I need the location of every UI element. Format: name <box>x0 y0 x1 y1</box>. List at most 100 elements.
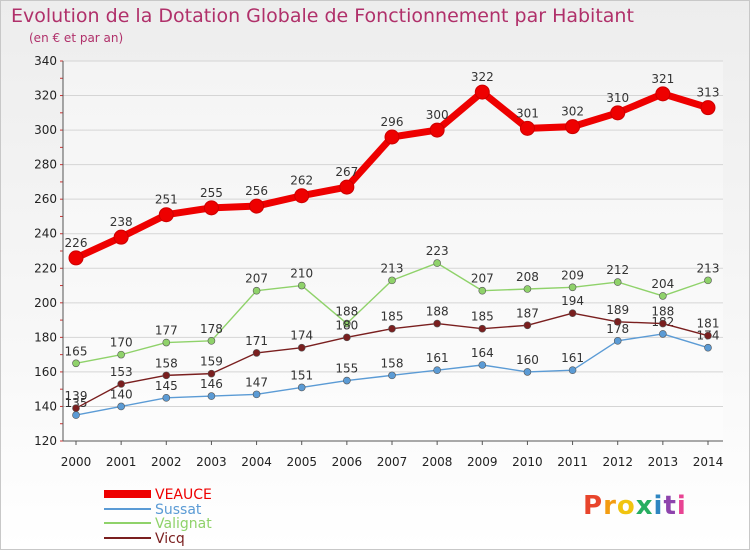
proxiti-logo: Proxiti <box>583 491 687 521</box>
data-label-valignat: 177 <box>155 324 178 338</box>
data-point-sussat <box>72 411 80 419</box>
data-point-sussat <box>568 366 577 374</box>
data-label-veauce: 302 <box>561 105 584 119</box>
data-label-valignat: 208 <box>516 270 539 284</box>
x-tick-label: 2001 <box>106 455 137 469</box>
data-point-sussat <box>388 371 396 380</box>
y-tick-label: 120 <box>34 434 57 448</box>
data-point-vicq <box>343 333 351 342</box>
data-label-veauce: 255 <box>200 186 223 200</box>
data-label-sussat: 160 <box>516 353 539 367</box>
data-point-valignat <box>433 259 441 267</box>
data-point-valignat <box>388 276 396 285</box>
data-label-vicq: 185 <box>381 310 404 324</box>
legend-label-veauce: VEAUCE <box>155 487 212 503</box>
x-tick-label: 2011 <box>557 455 588 469</box>
x-tick-label: 2005 <box>286 455 317 469</box>
logo-letter: o <box>616 491 636 521</box>
logo-letter: t <box>663 491 677 521</box>
x-tick-label: 2003 <box>196 455 227 469</box>
data-label-valignat: 188 <box>335 305 358 319</box>
data-point-valignat <box>478 286 487 295</box>
data-point-valignat <box>343 319 351 328</box>
x-tick-label: 2008 <box>422 455 453 469</box>
y-tick-label: 180 <box>34 330 57 344</box>
data-label-vicq: 187 <box>516 306 539 320</box>
data-point-veauce <box>249 198 265 214</box>
data-point-veauce <box>339 179 355 195</box>
x-tick-label: 2004 <box>241 455 272 469</box>
data-point-sussat <box>478 361 487 369</box>
data-point-valignat <box>568 283 577 292</box>
data-label-valignat: 209 <box>561 268 584 282</box>
data-label-vicq: 180 <box>335 318 358 332</box>
data-point-valignat <box>659 292 667 300</box>
data-label-veauce: 296 <box>381 115 404 129</box>
data-point-veauce <box>655 86 671 102</box>
legend-label-valignat: Valignat <box>155 516 212 532</box>
data-label-vicq: 188 <box>426 305 449 319</box>
data-label-sussat: 161 <box>561 351 584 365</box>
data-point-valignat <box>72 359 80 368</box>
data-point-vicq <box>207 369 216 378</box>
data-label-veauce: 321 <box>651 72 674 86</box>
data-point-sussat <box>117 402 125 411</box>
data-label-sussat: 155 <box>335 362 358 376</box>
logo-letter: P <box>583 491 604 521</box>
data-point-sussat <box>252 390 261 399</box>
data-label-vicq: 153 <box>110 365 133 379</box>
y-tick-label: 200 <box>34 296 57 310</box>
data-label-veauce: 251 <box>155 193 178 207</box>
data-label-valignat: 212 <box>606 263 629 277</box>
chart-subtitle: (en € et par an) <box>29 31 124 45</box>
data-label-vicq: 181 <box>697 317 720 331</box>
data-point-vicq <box>613 318 622 326</box>
data-label-valignat: 213 <box>697 261 720 275</box>
data-label-vicq: 189 <box>606 303 629 317</box>
data-point-sussat <box>659 330 667 338</box>
x-tick-label: 2012 <box>602 455 633 469</box>
x-tick-label: 2009 <box>467 455 498 469</box>
data-label-valignat: 223 <box>426 244 449 258</box>
x-tick-label: 2013 <box>648 455 679 469</box>
data-label-veauce: 267 <box>335 165 358 179</box>
data-point-vicq <box>72 404 80 412</box>
data-point-vicq <box>162 371 171 380</box>
data-label-veauce: 226 <box>65 236 88 250</box>
data-point-vicq <box>704 331 712 340</box>
data-label-valignat: 178 <box>200 322 223 336</box>
y-tick-label: 300 <box>34 123 57 137</box>
data-label-sussat: 151 <box>290 368 313 382</box>
data-label-veauce: 262 <box>290 174 313 188</box>
data-point-veauce <box>610 105 626 121</box>
data-point-vicq <box>478 324 487 333</box>
y-tick-label: 220 <box>34 261 57 275</box>
data-point-valignat <box>523 285 532 293</box>
data-label-valignat: 207 <box>471 272 494 286</box>
data-point-sussat <box>162 394 171 402</box>
chart-title: Evolution de la Dotation Globale de Fonc… <box>11 5 634 27</box>
data-point-valignat <box>162 338 171 347</box>
data-label-valignat: 207 <box>245 272 268 286</box>
data-label-veauce: 256 <box>245 184 268 198</box>
x-tick-label: 2007 <box>377 455 408 469</box>
data-label-sussat: 146 <box>200 377 223 391</box>
data-point-sussat <box>704 343 712 352</box>
data-point-sussat <box>523 368 532 376</box>
x-tick-label: 2014 <box>693 455 724 469</box>
logo-letter: i <box>676 491 687 521</box>
data-point-veauce <box>474 84 490 100</box>
data-label-veauce: 322 <box>471 70 494 84</box>
x-tick-label: 2010 <box>512 455 543 469</box>
logo-letter: x <box>635 491 654 521</box>
data-point-vicq <box>388 324 396 333</box>
data-point-veauce <box>158 207 174 223</box>
data-point-veauce <box>384 129 400 145</box>
data-point-vicq <box>297 343 306 352</box>
data-point-veauce <box>113 229 129 245</box>
data-point-veauce <box>429 122 445 138</box>
data-point-sussat <box>433 366 441 374</box>
data-point-valignat <box>252 286 261 295</box>
y-tick-label: 340 <box>34 54 57 68</box>
data-point-veauce <box>203 200 219 216</box>
